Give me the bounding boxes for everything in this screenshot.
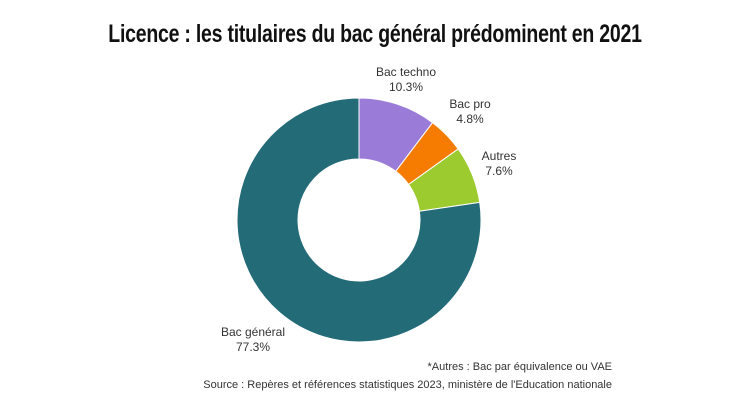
source-note: Source : Repères et références statistiq… [203,379,612,391]
slice-label-value: 77.3% [236,340,270,354]
slice-label-value: 7.6% [485,164,513,178]
footnote: *Autres : Bac par équivalence ou VAE [427,361,612,373]
slice-label-value: 10.3% [389,80,423,94]
slice-label-value: 4.8% [456,112,484,126]
chart-title: Licence : les titulaires du bac général … [108,20,642,48]
slice-label-category: Bac techno [376,65,436,79]
slice-label-category: Autres [482,149,517,163]
slice-label-category: Bac général [221,325,285,339]
slice-bac-g-n-ral [236,97,482,343]
slice-label-category: Bac pro [449,97,491,111]
